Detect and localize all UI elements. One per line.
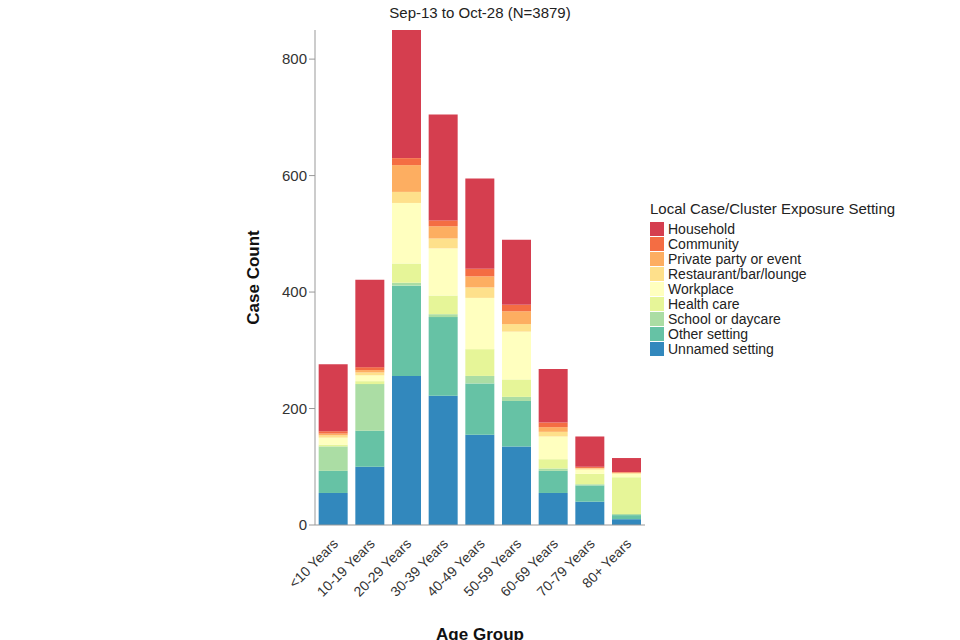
- html-text:Unnamed setting: Unnamed setting: [668, 340, 774, 357]
- svg-text:200: 200: [282, 400, 307, 417]
- html-text:Community: Community: [668, 235, 739, 252]
- svg-text:10-19 Years: 10-19 Years: [313, 535, 378, 600]
- svg-text:70-79 Years: 70-79 Years: [533, 535, 598, 600]
- html-text:Local Case/Cluster Exposure Se: Local Case/Cluster Exposure Setting: [650, 200, 896, 217]
- svg-text:0: 0: [299, 516, 307, 533]
- svg-text:80+ Years: 80+ Years: [579, 535, 635, 591]
- html-text:Private party or event: Private party or event: [668, 250, 802, 267]
- svg-text:Case Count: Case Count: [244, 230, 263, 325]
- html-text:Sep-13 to Oct-28 (N=3879): Sep-13 to Oct-28 (N=3879): [389, 4, 571, 21]
- html-text:Workplace: Workplace: [668, 280, 734, 297]
- svg-text:50-59 Years: 50-59 Years: [460, 535, 525, 600]
- svg-text:40-49 Years: 40-49 Years: [423, 535, 488, 600]
- svg-text:Age Group: Age Group: [436, 625, 524, 640]
- svg-text:600: 600: [282, 167, 307, 184]
- svg-text:20-29 Years: 20-29 Years: [350, 535, 415, 600]
- html-text:Health care: Health care: [668, 295, 740, 312]
- html-text:Household: Household: [668, 220, 735, 237]
- svg-text:30-39 Years: 30-39 Years: [387, 535, 452, 600]
- svg-text:400: 400: [282, 283, 307, 300]
- svg-text:<10 Years: <10 Years: [285, 535, 342, 592]
- html-text:Other setting: Other setting: [668, 325, 749, 342]
- html-text:Restaurant/bar/lounge: Restaurant/bar/lounge: [668, 265, 807, 282]
- svg-text:60-69 Years: 60-69 Years: [497, 535, 562, 600]
- html-text:School or daycare: School or daycare: [668, 310, 781, 327]
- svg-text:800: 800: [282, 50, 307, 67]
